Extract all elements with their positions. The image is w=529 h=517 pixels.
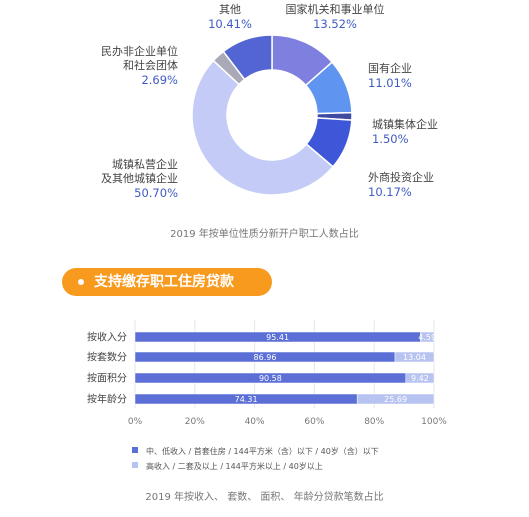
legend-item-high: 高收入 / 二套及以上 / 144平方米以上 / 40岁以上 [132,462,323,472]
slice-label-government: 国家机关和事业单位 13.52% [285,3,385,31]
bar-segment-1 [405,372,435,384]
category-label: 按收入分 [87,331,127,344]
bar-value-label: 4.59 [418,333,436,342]
bar-value-label: 74.31 [235,395,258,404]
category-label: 按年龄分 [87,393,127,406]
category-label: 按面积分 [87,372,127,385]
slice-label-collective: 城镇集体企业 1.50% [372,118,438,146]
section-title-pill: 支持缴存职工住房贷款 [62,268,272,296]
donut-slice-6 [222,34,273,81]
bar-value-label: 9.42 [411,374,429,383]
category-label: 按套数分 [87,351,127,364]
x-tick-label: 80% [364,417,384,427]
x-tick-label: 60% [304,417,324,427]
slice-label-foreign: 外商投资企业 10.17% [368,171,434,199]
donut-caption: 2019 年按单位性质分新开户职工人数占比 [170,229,359,240]
x-tick-label: 100% [421,417,447,427]
bar-caption: 2019 年按收入、 套数、 面积、 年龄分贷款笔数占比 [145,492,384,503]
legend-swatch-high [132,462,138,468]
bar-segment-1 [394,351,435,363]
stacked-bar-chart: 0% 20% 40% 60% 80% 100% 按收入分 95.41 4.59 按套数分 86.96… [87,320,447,427]
bar-value-label: 95.41 [266,333,289,342]
section-title: 支持缴存职工住房贷款 [94,274,234,290]
slice-label-state-owned: 国有企业 11.01% [368,62,412,90]
bar-value-label: 13.04 [403,353,426,362]
bar-value-label: 86.96 [254,353,277,362]
bar-value-label: 90.58 [259,374,282,383]
x-tick-label: 40% [245,417,265,427]
bar-segment-1 [356,393,435,405]
legend-swatch-low [132,447,138,453]
bar-value-label: 25.69 [384,395,407,404]
slice-label-nonprofit: 民办非企业单位 和社会团体 2.69% [101,45,178,87]
bar-segment-1 [420,331,435,343]
slice-label-other: 其他 10.41% [208,3,252,31]
donut-chart [191,34,353,196]
x-tick-label: 20% [185,417,205,427]
bullet-dot-icon [78,279,84,285]
slice-label-private: 城镇私营企业 及其他城镇企业 50.70% [101,158,178,200]
legend-item-low: 中、低收入 / 首套住房 / 144平方米（含）以下 / 40岁（含）以下 [132,447,379,457]
donut-slice-4 [191,59,335,196]
x-tick-label: 0% [128,417,143,427]
